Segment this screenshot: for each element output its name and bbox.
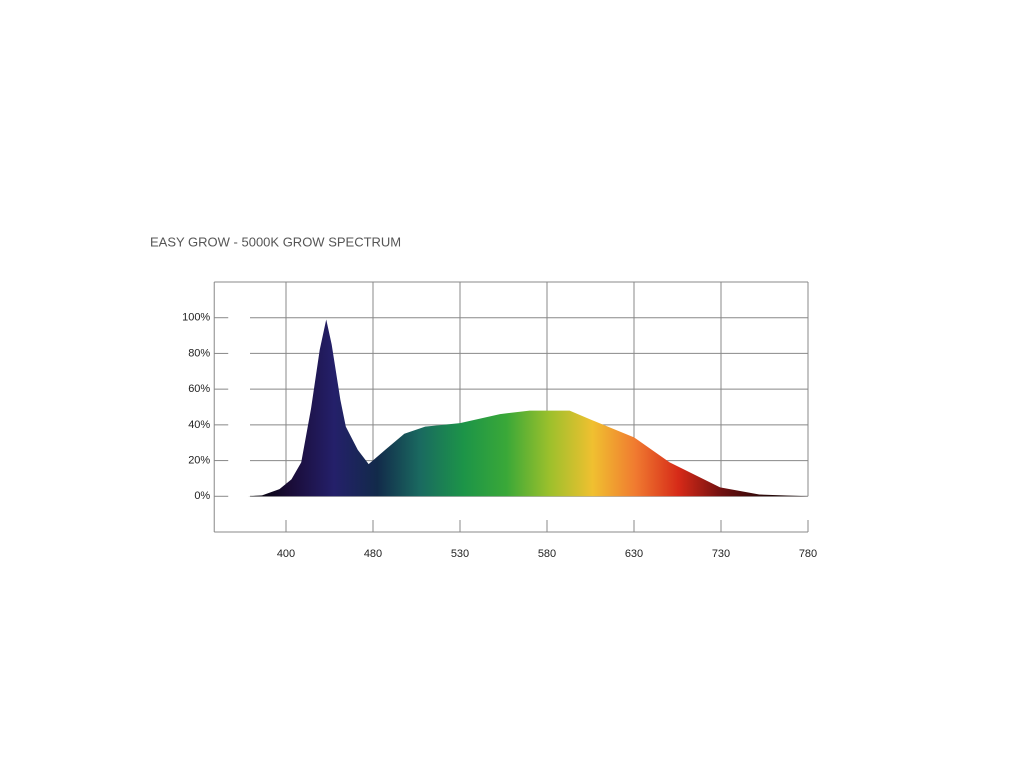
y-tick-label: 60% (188, 383, 210, 395)
spectrum-area (247, 319, 808, 497)
x-tick-label: 530 (451, 548, 469, 560)
x-tick-label: 780 (799, 548, 817, 560)
x-tick-label: 730 (712, 548, 730, 560)
x-tick-label: 630 (625, 548, 643, 560)
y-tick-label: 20% (188, 454, 210, 466)
x-tick-label: 400 (277, 548, 295, 560)
y-tick-label: 80% (188, 347, 210, 359)
x-tick-label: 480 (364, 548, 382, 560)
y-tick-label: 100% (182, 312, 210, 324)
y-tick-label: 40% (188, 419, 210, 431)
y-tick-label: 0% (194, 490, 210, 502)
x-tick-label: 580 (538, 548, 556, 560)
chart-title: EASY GROW - 5000K GROW SPECTRUM (150, 234, 401, 249)
